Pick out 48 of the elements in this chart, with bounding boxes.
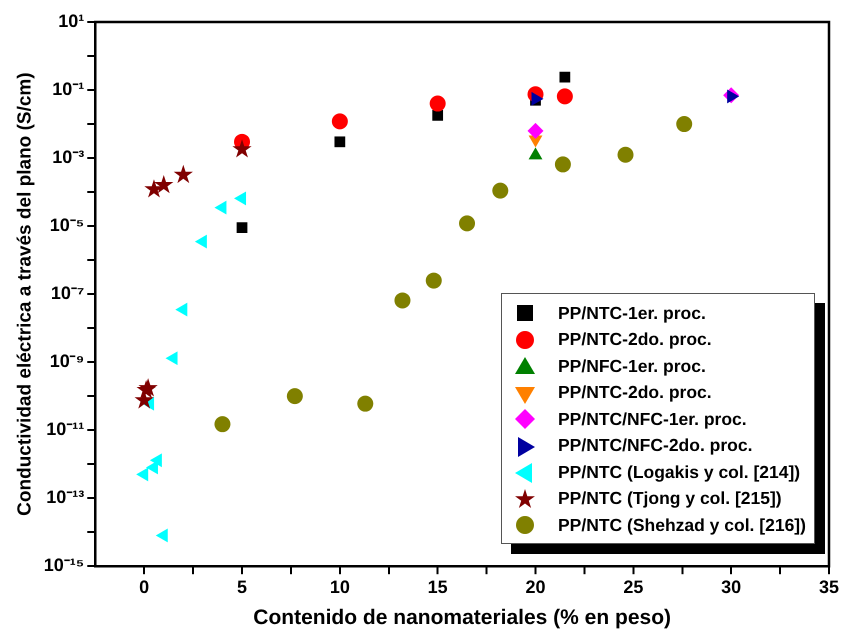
legend-label: PP/NTC/NFC-2do. proc. xyxy=(558,435,752,456)
point xyxy=(334,136,346,148)
legend-label: PP/NTC-2do. proc. xyxy=(558,329,712,350)
point xyxy=(676,116,692,132)
x-tick-label: 10 xyxy=(330,576,350,597)
x-tick-label: 0 xyxy=(139,576,150,597)
y-tick-label: 10⁻⁵ xyxy=(50,215,84,236)
point xyxy=(528,122,544,139)
legend-label: PP/NTC-1er. proc. xyxy=(558,302,706,324)
point xyxy=(214,416,230,432)
x-tick-label: 30 xyxy=(721,576,742,597)
y-tick-label: 10⁻¹³ xyxy=(46,487,84,508)
point xyxy=(556,88,573,104)
point xyxy=(459,215,476,232)
point xyxy=(492,182,508,199)
point xyxy=(430,96,446,112)
y-axis-title: Conductividad eléctrica a través del plano (S/cm) xyxy=(14,72,36,516)
point xyxy=(236,222,248,234)
legend-label: PP/NTC/NFC-1er. proc. xyxy=(558,408,747,430)
point xyxy=(232,139,252,158)
point xyxy=(554,156,571,172)
point xyxy=(426,272,442,289)
legend-label: PP/NTC (Logakis y col. [214]) xyxy=(558,462,800,483)
point xyxy=(154,175,174,194)
legend-label: PP/NTC (Shehzad y col. [216]) xyxy=(558,514,806,536)
y-tick-label: 10⁻¹ xyxy=(52,78,84,99)
x-tick-label: 20 xyxy=(525,576,546,597)
x-tick-label: 25 xyxy=(623,576,644,597)
point xyxy=(394,292,410,308)
point xyxy=(286,388,303,404)
y-tick-label: 10⁻¹¹ xyxy=(46,419,84,440)
point xyxy=(559,72,570,82)
legend-label: PP/NTC (Tjong y col. [215]) xyxy=(558,488,782,510)
x-tick-label: 5 xyxy=(237,576,248,597)
x-tick-label: 35 xyxy=(818,576,840,597)
legend-label: PP/NTC-2do. proc. xyxy=(558,382,712,404)
point xyxy=(174,164,193,184)
point xyxy=(357,396,374,412)
y-tick-label: 10⁻¹⁵ xyxy=(44,555,84,576)
y-tick-label: 10⁻³ xyxy=(52,147,84,168)
x-tick-label: 15 xyxy=(428,576,448,597)
y-tick-label: 10⁻⁷ xyxy=(50,283,84,304)
point xyxy=(332,113,348,130)
x-axis-title: Contenido de nanomateriales (% en peso) xyxy=(253,606,672,630)
y-tick-label: 10¹ xyxy=(58,10,84,31)
y-tick-label: 10⁻⁹ xyxy=(50,351,84,372)
legend-label: PP/NFC-1er. proc. xyxy=(558,356,706,377)
point xyxy=(618,146,634,163)
